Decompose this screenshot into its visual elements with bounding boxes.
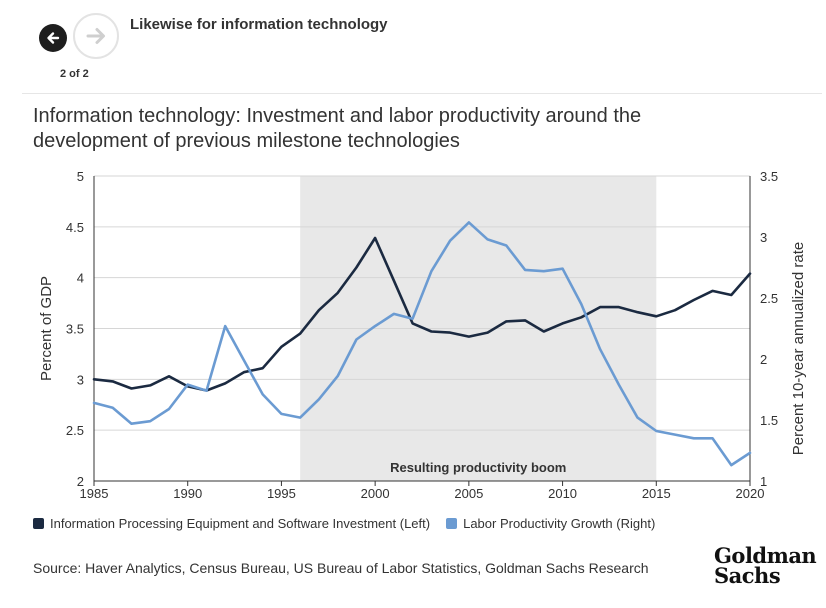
logo-line-2: Sachs bbox=[714, 563, 781, 588]
x-tick-label-0: 1985 bbox=[80, 486, 109, 501]
left-tick-label-6: 5 bbox=[77, 169, 84, 184]
x-tick-label-3: 2000 bbox=[361, 486, 390, 501]
left-tick-label-5: 4.5 bbox=[66, 220, 84, 235]
legend-label-productivity: Labor Productivity Growth (Right) bbox=[463, 516, 656, 531]
left-tick-label-2: 3 bbox=[77, 372, 84, 387]
slide-counter: 2 of 2 bbox=[60, 68, 89, 80]
x-tick-label-7: 2020 bbox=[736, 486, 765, 501]
arrow-left-icon bbox=[47, 32, 60, 44]
right-tick-label-4: 3 bbox=[760, 230, 767, 245]
logo-line-1: Goldman bbox=[714, 543, 817, 568]
arrow-right-icon bbox=[86, 28, 105, 44]
header-divider bbox=[22, 93, 822, 94]
left-tick-label-0: 2 bbox=[77, 474, 84, 489]
left-tick-label-1: 2.5 bbox=[66, 423, 84, 438]
left-axis-title: Percent of GDP bbox=[38, 276, 55, 381]
forward-button[interactable] bbox=[73, 13, 119, 59]
right-tick-label-1: 1.5 bbox=[760, 413, 778, 428]
legend-label-investment: Information Processing Equipment and Sof… bbox=[50, 516, 431, 531]
x-tick-label-1: 1990 bbox=[173, 486, 202, 501]
legend-item-investment: Information Processing Equipment and Sof… bbox=[33, 516, 430, 531]
shaded-region-label: Resulting productivity boom bbox=[390, 460, 566, 475]
right-tick-label-2: 2 bbox=[760, 352, 767, 367]
legend-item-productivity: Labor Productivity Growth (Right) bbox=[446, 516, 655, 531]
left-tick-label-3: 3.5 bbox=[66, 322, 84, 337]
right-tick-label-5: 3.5 bbox=[760, 169, 778, 184]
back-button[interactable] bbox=[39, 24, 67, 52]
series-line-productivity bbox=[92, 221, 752, 467]
legend-swatch-investment bbox=[33, 518, 44, 529]
chart-legend: Information Processing Equipment and Sof… bbox=[33, 516, 671, 531]
legend-swatch-productivity bbox=[446, 518, 458, 529]
right-tick-label-3: 2.5 bbox=[760, 291, 778, 306]
x-tick-label-4: 2005 bbox=[454, 486, 483, 501]
x-tick-label-6: 2015 bbox=[642, 486, 671, 501]
right-axis-title: Percent 10-year annualized rate bbox=[790, 242, 807, 455]
x-tick-label-2: 1995 bbox=[267, 486, 296, 501]
goldman-sachs-logo: Goldman Sachs bbox=[714, 543, 817, 588]
left-tick-label-4: 4 bbox=[77, 271, 84, 286]
source-note: Source: Haver Analytics, Census Bureau, … bbox=[33, 560, 649, 576]
slide-title: Likewise for information technology bbox=[130, 16, 388, 33]
chart-title: Information technology: Investment and l… bbox=[33, 105, 642, 152]
x-tick-label-5: 2010 bbox=[548, 486, 577, 501]
right-tick-label-0: 1 bbox=[760, 474, 767, 489]
